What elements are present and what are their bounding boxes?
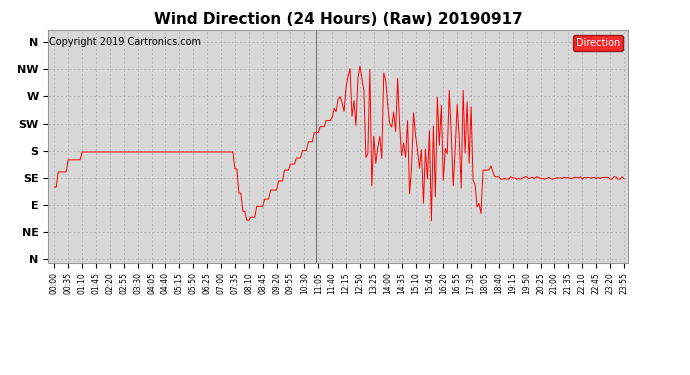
Title: Wind Direction (24 Hours) (Raw) 20190917: Wind Direction (24 Hours) (Raw) 20190917 — [154, 12, 522, 27]
Legend: Direction: Direction — [573, 35, 623, 51]
Text: Copyright 2019 Cartronics.com: Copyright 2019 Cartronics.com — [49, 37, 201, 47]
